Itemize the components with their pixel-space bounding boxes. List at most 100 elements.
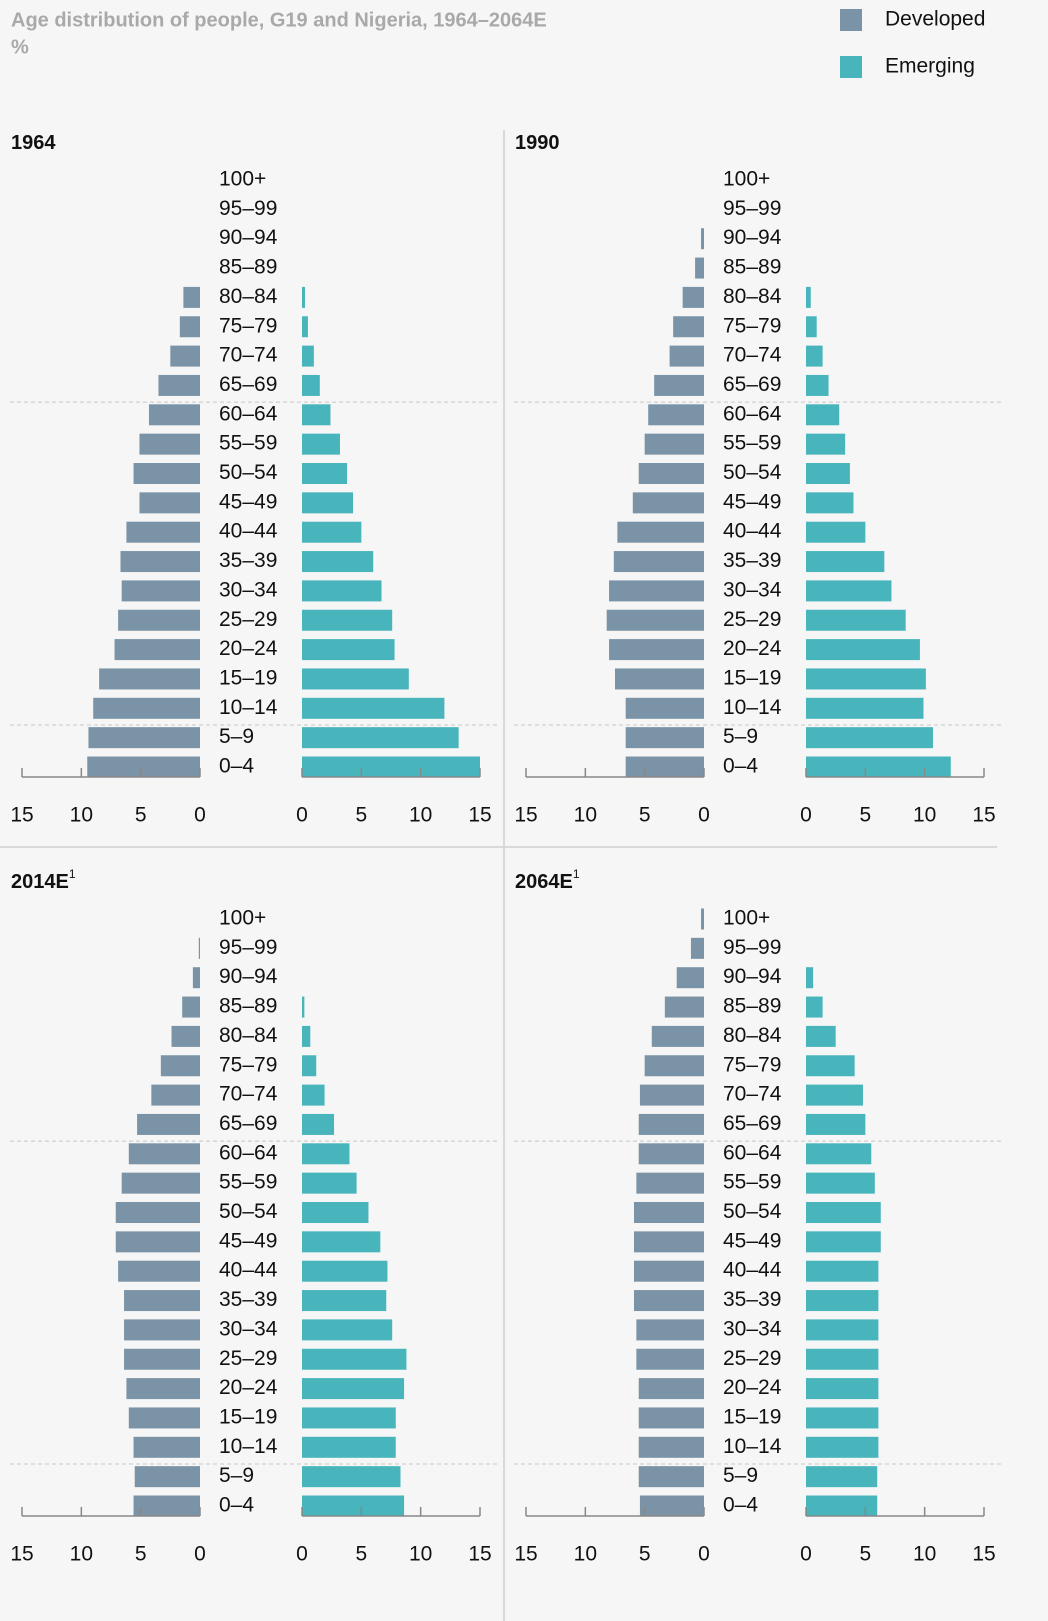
bar	[669, 345, 704, 367]
bar	[676, 967, 704, 989]
age-label: 55–59	[723, 432, 781, 455]
age-label: 80–84	[723, 285, 782, 308]
bar	[302, 697, 445, 719]
age-label: 80–84	[219, 285, 278, 308]
age-label: 10–14	[219, 1435, 278, 1458]
x-tick-label: 15	[972, 1543, 995, 1566]
age-label: 90–94	[219, 226, 278, 249]
age-label: 0–4	[219, 1494, 254, 1517]
age-label: 5–9	[219, 725, 254, 748]
bar	[302, 345, 314, 367]
age-label: 35–39	[219, 1288, 277, 1311]
bar	[806, 697, 924, 719]
age-label: 45–49	[219, 1229, 277, 1252]
bar	[302, 521, 362, 543]
bar	[133, 1436, 200, 1458]
age-label: 40–44	[723, 520, 782, 543]
x-tick-label: 10	[574, 1543, 597, 1566]
bar	[682, 286, 704, 308]
bar	[88, 727, 200, 749]
age-label: 65–69	[219, 373, 277, 396]
age-label: 55–59	[219, 1171, 277, 1194]
bar	[302, 1025, 311, 1047]
bar	[638, 463, 704, 484]
page-title: Age distribution of people, G19 and Nige…	[11, 9, 547, 31]
age-label: 55–59	[723, 1171, 781, 1194]
bar	[87, 756, 200, 778]
bar	[124, 1348, 200, 1370]
age-label: 10–14	[723, 1435, 782, 1458]
bar	[120, 551, 200, 573]
age-label: 20–24	[723, 637, 782, 660]
bar	[638, 1378, 704, 1400]
age-label: 70–74	[723, 344, 782, 367]
bar	[633, 1231, 704, 1253]
x-tick-label: 5	[135, 1543, 147, 1566]
bar	[638, 1436, 704, 1458]
bar	[302, 1084, 325, 1106]
bar	[644, 1055, 704, 1077]
bar	[638, 1407, 704, 1429]
x-tick-label: 10	[913, 804, 936, 827]
bar	[151, 1084, 200, 1106]
bar	[118, 609, 200, 631]
x-tick-label: 0	[296, 804, 308, 827]
bar	[302, 1436, 396, 1458]
bar	[179, 316, 200, 338]
bar	[302, 1260, 388, 1282]
panel-title-text: 1990	[515, 132, 560, 154]
bar	[148, 404, 200, 426]
age-label: 25–29	[723, 608, 781, 631]
age-label: 15–19	[723, 666, 781, 689]
age-label: 15–19	[219, 666, 277, 689]
bar	[806, 756, 951, 778]
bar	[121, 1172, 200, 1194]
age-label: 90–94	[723, 226, 782, 249]
legend-label: Developed	[885, 8, 985, 31]
bar	[302, 492, 354, 514]
bar	[644, 433, 704, 455]
age-label: 50–54	[219, 1200, 278, 1223]
age-label: 90–94	[723, 965, 782, 988]
bar	[302, 551, 374, 573]
bar	[606, 609, 704, 631]
x-tick-label: 0	[698, 1543, 710, 1566]
bar	[701, 228, 704, 250]
age-label: 85–89	[723, 995, 781, 1018]
bar	[632, 492, 704, 514]
bar	[806, 967, 814, 989]
legend-swatch	[840, 56, 862, 78]
bar	[613, 551, 704, 573]
age-label: 50–54	[723, 1200, 782, 1223]
bar	[690, 937, 704, 959]
bar	[134, 1466, 200, 1488]
bar	[302, 433, 340, 455]
age-label: 30–34	[219, 1317, 278, 1340]
age-label: 75–79	[723, 1053, 781, 1076]
bar	[124, 1319, 200, 1341]
bar	[302, 1378, 405, 1400]
bar	[118, 1260, 200, 1282]
age-label: 80–84	[723, 1024, 782, 1047]
panel-title: 1990	[515, 132, 560, 154]
panel-title-text: 2064E	[515, 871, 573, 893]
age-label: 20–24	[219, 1376, 278, 1399]
bar	[302, 1407, 396, 1429]
bar	[806, 1290, 879, 1312]
bar	[806, 1202, 881, 1223]
bar	[302, 1172, 357, 1194]
age-label: 0–4	[219, 755, 254, 778]
bar	[639, 1495, 704, 1517]
age-label: 35–39	[723, 1288, 781, 1311]
age-label: 30–34	[723, 578, 782, 601]
bar	[806, 1084, 863, 1106]
bar	[192, 967, 200, 989]
bar	[128, 1143, 200, 1165]
bar	[302, 404, 331, 426]
age-label: 45–49	[723, 490, 781, 513]
age-label: 40–44	[219, 520, 278, 543]
bar	[124, 1290, 200, 1312]
x-tick-label: 5	[135, 804, 147, 827]
bar	[636, 1319, 704, 1341]
age-label: 100+	[219, 907, 266, 930]
